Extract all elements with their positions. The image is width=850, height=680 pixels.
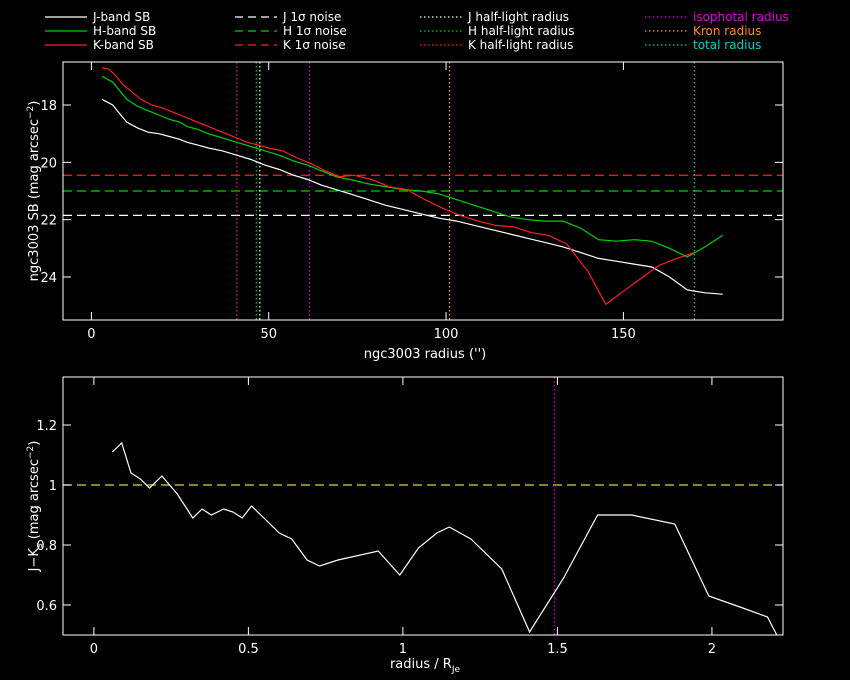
x-tick-label: 2	[708, 642, 716, 657]
y-tick-label: 1	[49, 479, 57, 494]
legend-label: isophotal radius	[693, 10, 789, 24]
y-tick-label: 0.6	[36, 599, 57, 614]
x-tick-label: 150	[611, 327, 636, 342]
sb-profile-panel: 0 50 100 150 18 20 22 24 ngc3003 radius ('') ng…	[26, 61, 784, 362]
legend-label: K half-light radius	[468, 38, 573, 52]
x-tick-label: 0	[87, 327, 95, 342]
legend-label: total radius	[693, 38, 761, 52]
x-tick-label: 0.5	[238, 642, 259, 657]
legend-label: H half-light radius	[468, 24, 575, 38]
series-j-ks	[111, 441, 778, 635]
color-plot-frame	[62, 376, 784, 636]
color-y-axis-label: J−Ks (mag arcsec−2)	[26, 441, 45, 573]
x-tick-label: 1	[399, 642, 407, 657]
color-profile-panel: 0 0.5 1 1.5 2 0.6 0.8 1 1.2 radius / RJe J−Ks (m…	[26, 376, 784, 675]
legend-label: H 1σ noise	[283, 24, 347, 38]
legend-label: J-band SB	[92, 10, 150, 24]
sb-plot-frame	[62, 61, 784, 321]
sb-y-axis-label: ngc3003 SB (mag arcsec−2)	[26, 101, 42, 282]
y-tick-label: 0.8	[36, 539, 57, 554]
x-tick-label: 50	[260, 327, 277, 342]
color-x-axis-label: radius / RJe	[390, 657, 461, 675]
legend-label: H-band SB	[93, 24, 156, 38]
x-tick-label: 1.5	[547, 642, 568, 657]
y-tick-label: 24	[40, 271, 57, 286]
y-tick-label: 18	[40, 99, 57, 114]
x-tick-label: 0	[90, 642, 98, 657]
y-tick-label: 1.2	[36, 419, 57, 434]
y-tick-label: 20	[40, 156, 57, 171]
series-h-band-sb	[101, 75, 724, 258]
series-k-band-sb	[101, 67, 695, 306]
legend-label: J 1σ noise	[282, 10, 341, 24]
x-tick-label: 100	[434, 327, 459, 342]
y-tick-label: 22	[40, 214, 57, 229]
legend-label: Kron radius	[693, 24, 761, 38]
legend-label: K 1σ noise	[283, 38, 346, 52]
series-j-band-sb	[101, 98, 723, 295]
sb-x-axis-label: ngc3003 radius ('')	[364, 347, 486, 362]
legend-label: J half-light radius	[467, 10, 569, 24]
legend-label: K-band SB	[93, 38, 154, 52]
